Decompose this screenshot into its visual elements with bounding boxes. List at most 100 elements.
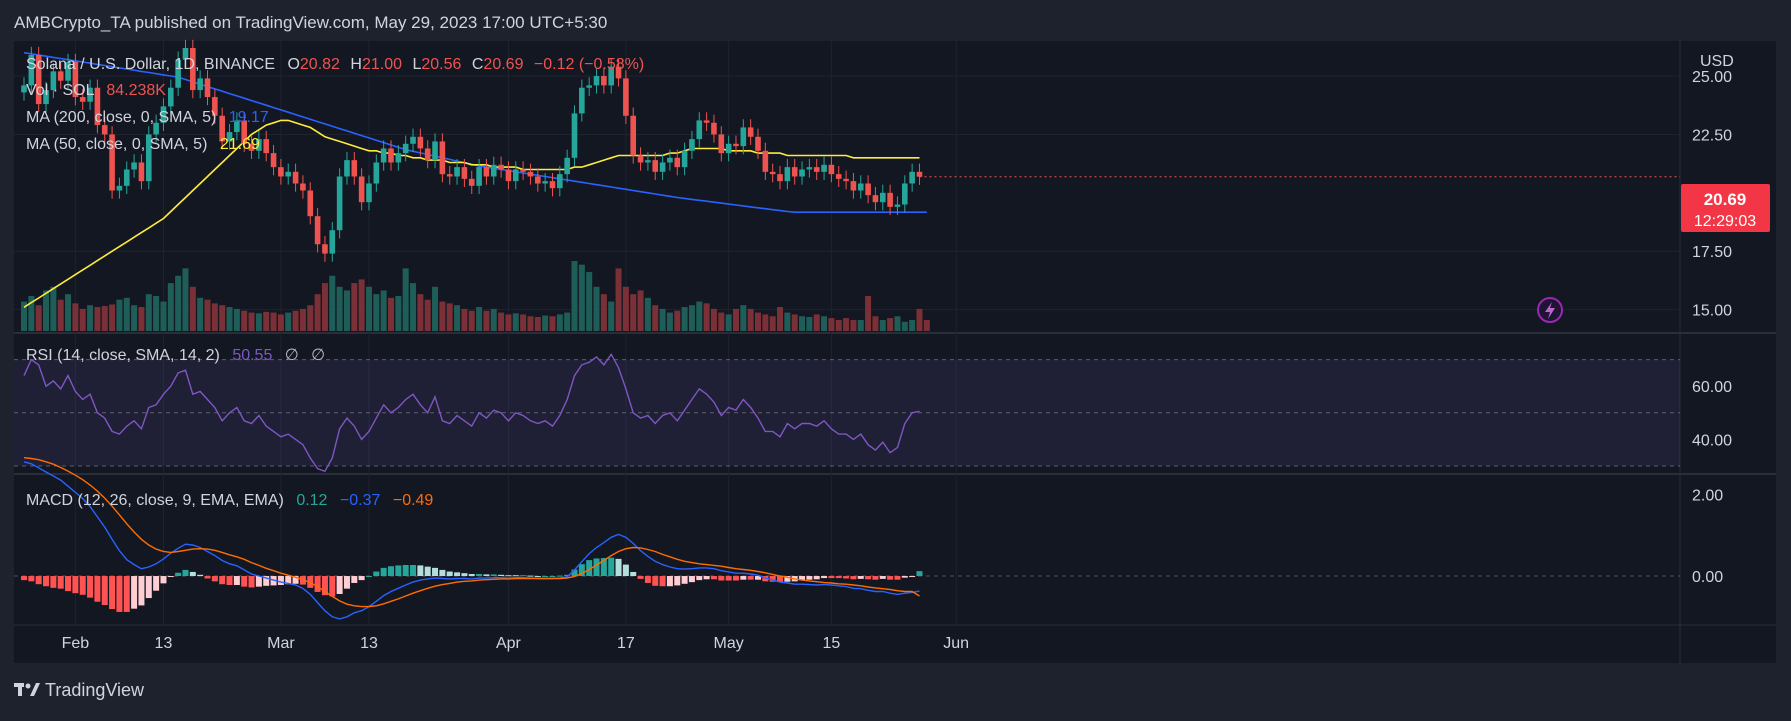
macd-histogram-bar bbox=[894, 576, 901, 580]
candle-body bbox=[241, 120, 247, 144]
time-tick-label: Apr bbox=[496, 635, 522, 652]
price-axis-unit: USD bbox=[1700, 53, 1734, 70]
macd-histogram-bar bbox=[50, 576, 57, 588]
macd-histogram-bar bbox=[476, 573, 483, 577]
candle-body bbox=[909, 171, 915, 184]
volume-bar bbox=[189, 286, 196, 331]
volume-bar bbox=[571, 261, 578, 331]
ma200-value: 19.17 bbox=[229, 109, 269, 126]
macd-histogram-bar bbox=[388, 566, 394, 577]
time-tick-label: Jun bbox=[943, 635, 969, 652]
volume-bar bbox=[527, 316, 534, 331]
candle-body bbox=[72, 62, 79, 98]
candle-body bbox=[608, 66, 614, 86]
macd-histogram-bar bbox=[637, 576, 644, 579]
macd-histogram-bar bbox=[674, 576, 681, 586]
candle-body bbox=[476, 167, 482, 186]
candle-body bbox=[454, 167, 460, 177]
candle-body bbox=[373, 162, 380, 184]
volume-bar bbox=[512, 313, 519, 331]
volume-bar bbox=[28, 296, 35, 331]
volume-bar bbox=[145, 294, 152, 331]
volume-bar bbox=[65, 294, 72, 331]
rsi-extra-2: ∅ bbox=[311, 347, 325, 364]
macd-histogram-bar bbox=[138, 576, 145, 606]
candle-body bbox=[153, 122, 159, 135]
volume-bar bbox=[703, 303, 710, 331]
current-price-tag[interactable]: 20.69 12:29:03 bbox=[1681, 184, 1770, 232]
macd-histogram-bar bbox=[314, 576, 321, 592]
macd-pane bbox=[14, 457, 1680, 620]
candle-body bbox=[887, 192, 893, 207]
volume-bar bbox=[219, 305, 226, 331]
candle-body bbox=[755, 136, 761, 151]
volume-bar bbox=[329, 275, 336, 331]
volume-bar bbox=[321, 283, 328, 331]
volume-bar bbox=[887, 318, 894, 331]
candle-body bbox=[395, 153, 402, 163]
macd-histogram-bar bbox=[718, 576, 725, 581]
volume-bar bbox=[505, 314, 512, 331]
volume-bar bbox=[564, 312, 571, 331]
rsi-pane bbox=[14, 352, 1680, 473]
time-tick-label: 15 bbox=[823, 635, 841, 652]
volume-bar bbox=[395, 296, 402, 331]
open-label: O bbox=[287, 56, 299, 73]
close-value: 20.69 bbox=[483, 56, 523, 73]
candle-body bbox=[175, 59, 181, 88]
candle-body bbox=[828, 164, 835, 175]
candle-body bbox=[248, 143, 255, 151]
volume-bar bbox=[79, 308, 86, 331]
lightning-icon[interactable] bbox=[1537, 297, 1563, 323]
candle-body bbox=[740, 127, 747, 147]
macd-signal-value: −0.49 bbox=[393, 492, 434, 509]
macd-histogram-bar bbox=[380, 567, 387, 577]
macd-histogram-bar bbox=[828, 576, 835, 579]
candle-body bbox=[204, 78, 211, 98]
volume-bar bbox=[916, 308, 923, 331]
candlesticks[interactable] bbox=[21, 39, 1680, 262]
candle-body bbox=[813, 167, 820, 172]
candle-body bbox=[835, 174, 842, 179]
volume-bar bbox=[123, 297, 130, 331]
candle-body bbox=[821, 164, 827, 172]
macd-histogram-bar bbox=[21, 576, 27, 581]
volume-bar bbox=[351, 283, 358, 331]
macd-histogram-bar bbox=[703, 576, 710, 580]
macd-histogram-bar bbox=[241, 576, 248, 587]
candle-body bbox=[542, 181, 548, 184]
candle-body bbox=[212, 97, 218, 116]
macd-histogram-bar bbox=[916, 571, 923, 577]
candle-body bbox=[645, 160, 651, 163]
macd-histogram-bar bbox=[226, 576, 233, 586]
open-value: 20.82 bbox=[300, 56, 340, 73]
volume-bar bbox=[688, 305, 695, 331]
time-tick-label: 13 bbox=[360, 635, 378, 652]
candle-body bbox=[234, 120, 240, 133]
rsi-tick-label: 60.00 bbox=[1692, 379, 1732, 396]
candle-body bbox=[652, 160, 659, 172]
candle-body bbox=[711, 122, 717, 135]
volume-bar bbox=[50, 286, 57, 331]
tradingview-logo[interactable]: TradingView bbox=[14, 680, 145, 700]
candle-body bbox=[190, 48, 196, 91]
volume-bar bbox=[637, 290, 644, 331]
volume-bar bbox=[116, 299, 123, 331]
volume-bar bbox=[285, 312, 292, 331]
candle-body bbox=[593, 76, 600, 86]
price-tick-label: 15.00 bbox=[1692, 303, 1732, 320]
candle-body bbox=[520, 169, 526, 172]
macd-histogram-bar bbox=[512, 575, 519, 577]
candle-body bbox=[468, 178, 475, 186]
symbol-title: Solana / U.S. Dollar, 1D, BINANCE bbox=[26, 56, 275, 73]
macd-histogram-bar bbox=[600, 558, 607, 577]
candle-body bbox=[380, 148, 387, 163]
candle-body bbox=[535, 176, 541, 184]
volume-bar bbox=[43, 290, 50, 331]
macd-histogram-bar bbox=[72, 576, 79, 594]
volume-bar bbox=[600, 294, 607, 331]
volume-bar bbox=[710, 308, 717, 331]
volume-bar bbox=[740, 305, 747, 331]
macd-histogram-bar bbox=[799, 576, 806, 581]
